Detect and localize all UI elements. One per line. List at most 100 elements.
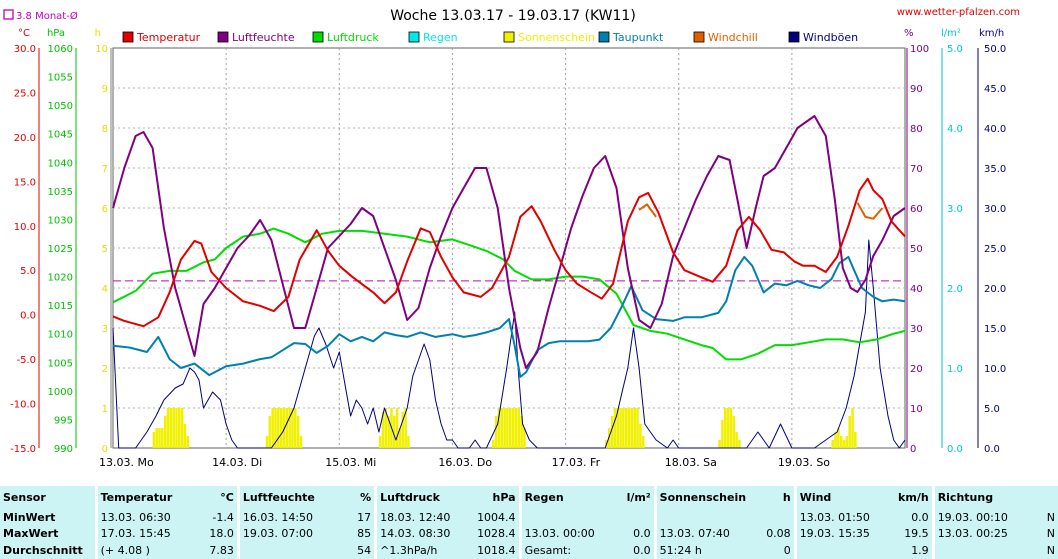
wind-time (793, 542, 892, 559)
legend-item: Regen (408, 31, 458, 44)
sunshine-bar (178, 408, 181, 448)
sun-tick-label: 10 (95, 44, 108, 55)
wind-time: 19.03. 15:35 (793, 525, 892, 543)
hum-time: 16.03. 14:50 (236, 508, 353, 526)
sunshine-bar (854, 432, 857, 448)
sunshine-bar (520, 416, 523, 448)
sunshine-bar (183, 424, 187, 448)
sunshine-bar (387, 416, 390, 448)
legend-label: Regen (423, 31, 458, 44)
legend-item: Luftfeuchte (217, 31, 295, 44)
chart-title: Woche 13.03.17 - 19.03.17 (KW11) (390, 8, 636, 24)
legend-swatch (408, 31, 420, 43)
legend-label: Sonnenschein (518, 31, 595, 44)
axes-layer: 13.03. Mo 14.03. Di 15.03. Mi 16.03. Do 17.0… (10, 28, 1006, 469)
temp-tick-label: 5.0 (20, 266, 36, 277)
sun-time: 13.03. 07:40 (653, 525, 761, 543)
sunshine-bar (277, 408, 280, 448)
sunshine-bar (274, 408, 277, 448)
col-sensor: Sensor (3, 490, 46, 504)
wind-time: 13.03. 01:50 (793, 508, 892, 526)
sunshine-bar (851, 408, 854, 448)
col-press-unit: hPa (492, 490, 516, 504)
col-rain-unit: l/m² (626, 490, 651, 504)
x-tick-label: 19.03. So (778, 456, 830, 469)
humidity-tick-label: 40 (910, 284, 923, 295)
row-label: MinWert (3, 510, 56, 524)
series-layer (112, 115, 906, 449)
press-time: ^1.3hPa/h (374, 542, 470, 559)
sun-tick-label: 5 (102, 244, 108, 255)
sun-value (760, 509, 795, 526)
summary-row-min: MinWert 13.03. 06:30 -1.4 16.03. 14:50 1… (0, 508, 1058, 526)
press-time: 18.03. 12:40 (374, 508, 470, 526)
pressure-tick-label: 1055 (48, 73, 73, 84)
sun-time (653, 508, 761, 526)
sunshine-bar (641, 436, 645, 448)
pressure-tick-label: 1020 (48, 273, 73, 284)
legend-swatch (312, 31, 324, 43)
sunshine-bar (627, 408, 631, 448)
col-temp-unit: °C (220, 490, 234, 504)
col-rain: Regen (518, 486, 614, 509)
x-tick-label: 15.03. Mi (325, 456, 376, 469)
wind-tick-label: 5.0 (984, 404, 1000, 415)
temp-time: (+ 4.08 ) (94, 542, 204, 559)
sunshine-bar (718, 440, 721, 448)
temp-time: 13.03. 06:30 (94, 508, 204, 526)
sunshine-bar (503, 408, 506, 448)
sunshine-bar (721, 420, 724, 448)
sunshine-bar (285, 408, 289, 448)
humidity-tick-label: 20 (910, 364, 923, 375)
pressure-tick-label: 1045 (48, 130, 73, 141)
temp-time: 17.03. 15:45 (94, 525, 204, 543)
humidity-tick-label: 90 (910, 84, 923, 95)
col-temp: Temperatur (94, 486, 204, 509)
sunshine-bar (845, 436, 849, 448)
rain-tick-label: 1.0 (947, 364, 963, 375)
dir-value: N (1046, 527, 1055, 541)
wind-tick-label: 40.0 (984, 124, 1006, 135)
legend-swatch (693, 31, 705, 43)
site-link[interactable]: www.wetter-pfalzen.com (897, 7, 1020, 18)
wind-value: 0.0 (911, 510, 929, 524)
summary-header-row: Sensor Temperatur °C Luftfeuchte % Luftd… (0, 486, 1058, 509)
series-luftfeuchte-line (112, 115, 906, 369)
temp-tick-label: 0.0 (20, 311, 36, 322)
temp-tick-label: 25.0 (14, 88, 36, 99)
monat-avg-marker-icon (3, 9, 14, 20)
sunshine-bar (738, 440, 741, 448)
sun-tick-label: 7 (102, 164, 108, 175)
rain-tick-label: 3.0 (947, 204, 963, 215)
sun-unit-label: h (95, 28, 101, 39)
sunshine-bar (610, 416, 614, 448)
sunshine-bars (152, 408, 857, 448)
rain-time (518, 508, 614, 526)
rain-value: 0.0 (633, 527, 651, 541)
sunshine-bar (152, 432, 156, 448)
hum-value: 17 (357, 510, 372, 524)
sunshine-bar (497, 408, 501, 448)
temp-value: -1.4 (212, 510, 234, 524)
legend-item: Windchill (693, 31, 758, 44)
sunshine-bar (848, 416, 851, 448)
sunshine-bar (633, 408, 636, 448)
wind-tick-label: 0.0 (984, 444, 1000, 455)
temp-tick-label: 20.0 (14, 133, 36, 144)
sunshine-bar (622, 408, 625, 448)
row-label: MaxWert (3, 527, 59, 541)
sunshine-bar (172, 408, 175, 448)
legend-item: Luftdruck (312, 31, 379, 44)
sunshine-bar (509, 408, 512, 448)
monat-avg-label: 3.8 Monat-Ø (16, 10, 78, 22)
press-value: 1004.4 (477, 510, 516, 524)
pressure-tick-label: 1025 (48, 244, 73, 255)
col-wind: Wind (793, 486, 892, 509)
rain-tick-label: 0.0 (947, 444, 963, 455)
sunshine-bar (517, 408, 520, 448)
sun-tick-label: 3 (102, 324, 108, 335)
summary-table: Sensor Temperatur °C Luftfeuchte % Luftd… (0, 486, 1058, 559)
sunshine-bar (161, 428, 164, 448)
legend-label: Windchill (708, 31, 758, 44)
press-value: 1028.4 (477, 527, 516, 541)
